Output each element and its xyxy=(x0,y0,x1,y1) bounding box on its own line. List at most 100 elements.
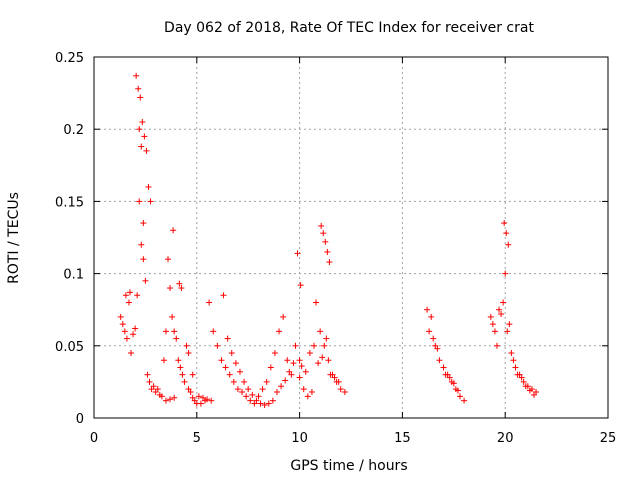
data-point xyxy=(232,360,239,367)
data-point xyxy=(165,256,172,263)
data-point xyxy=(206,299,213,306)
data-point xyxy=(294,250,301,257)
axis-ticks xyxy=(93,56,609,419)
data-point xyxy=(228,350,235,357)
x-tick-label: 5 xyxy=(193,431,201,446)
data-point xyxy=(249,391,256,398)
data-point xyxy=(273,389,280,396)
data-point xyxy=(247,397,254,404)
data-point xyxy=(220,292,227,299)
data-point xyxy=(503,230,510,237)
data-point xyxy=(140,220,147,227)
data-point xyxy=(189,371,196,378)
data-point xyxy=(319,354,326,361)
data-point xyxy=(122,292,129,299)
data-point xyxy=(170,227,177,234)
data-point xyxy=(426,328,433,335)
data-point xyxy=(430,335,437,342)
data-point xyxy=(434,345,441,352)
data-point xyxy=(501,220,508,227)
data-point xyxy=(160,357,167,364)
data-point xyxy=(278,383,285,390)
data-point xyxy=(123,335,130,342)
data-point xyxy=(234,386,241,393)
data-point xyxy=(315,360,322,367)
data-point xyxy=(132,325,139,332)
data-point xyxy=(514,371,521,378)
y-tick-label: 0.15 xyxy=(55,195,84,210)
data-point xyxy=(271,350,278,357)
data-point xyxy=(158,393,165,400)
data-point xyxy=(335,378,342,385)
data-point xyxy=(313,299,320,306)
data-point xyxy=(162,397,169,404)
data-point xyxy=(204,396,211,403)
data-point xyxy=(506,321,513,328)
data-point xyxy=(143,147,150,154)
data-point xyxy=(141,133,148,140)
data-point xyxy=(456,393,463,400)
chart-title: Day 062 of 2018, Rate Of TEC Index for r… xyxy=(164,20,534,36)
data-point xyxy=(520,378,527,385)
data-point xyxy=(326,259,333,266)
data-point xyxy=(290,360,297,367)
data-point xyxy=(286,368,293,375)
data-point xyxy=(261,402,268,409)
data-point xyxy=(181,378,188,385)
data-point xyxy=(136,126,143,133)
data-point xyxy=(226,371,233,378)
data-point xyxy=(243,393,250,400)
data-point xyxy=(133,72,140,79)
data-point xyxy=(130,331,137,338)
data-point xyxy=(489,321,496,328)
data-point xyxy=(265,400,272,407)
data-point xyxy=(142,277,149,284)
data-point xyxy=(255,393,262,400)
y-tick-labels: 0 0.05 0.1 0.15 0.2 0.25 xyxy=(55,51,84,427)
data-point xyxy=(259,386,266,393)
data-point xyxy=(136,198,143,205)
data-point xyxy=(327,371,334,378)
data-point xyxy=(144,371,151,378)
data-point xyxy=(310,342,317,349)
data-point xyxy=(126,289,133,296)
data-point xyxy=(146,378,153,385)
data-point xyxy=(208,397,215,404)
data-point xyxy=(454,387,461,394)
data-point xyxy=(197,400,204,407)
data-point xyxy=(321,342,328,349)
plot-frame xyxy=(93,56,609,419)
data-point xyxy=(167,396,174,403)
data-point xyxy=(175,357,182,364)
data-point xyxy=(304,393,311,400)
data-point xyxy=(117,313,124,320)
data-point xyxy=(292,342,299,349)
data-point xyxy=(140,256,147,263)
data-point xyxy=(177,364,184,371)
x-tick-label: 0 xyxy=(90,431,98,446)
x-tick-label: 15 xyxy=(394,431,411,446)
data-point xyxy=(508,350,515,357)
data-point xyxy=(297,282,304,289)
data-point xyxy=(150,383,157,390)
data-point xyxy=(269,397,276,404)
data-point xyxy=(296,374,303,381)
data-point xyxy=(510,357,517,364)
data-point xyxy=(302,368,309,375)
data-point xyxy=(169,313,176,320)
data-point xyxy=(139,118,146,125)
data-point xyxy=(446,374,453,381)
y-tick-label: 0.25 xyxy=(55,51,84,66)
scatter-points xyxy=(117,72,540,409)
data-point xyxy=(526,387,533,394)
data-point xyxy=(167,285,174,292)
data-point xyxy=(504,328,511,335)
data-point xyxy=(171,328,178,335)
data-point xyxy=(442,371,449,378)
data-point xyxy=(308,389,315,396)
data-point xyxy=(210,328,217,335)
data-point xyxy=(134,292,141,299)
data-point xyxy=(185,350,192,357)
data-point xyxy=(318,222,325,229)
data-point xyxy=(137,94,144,101)
